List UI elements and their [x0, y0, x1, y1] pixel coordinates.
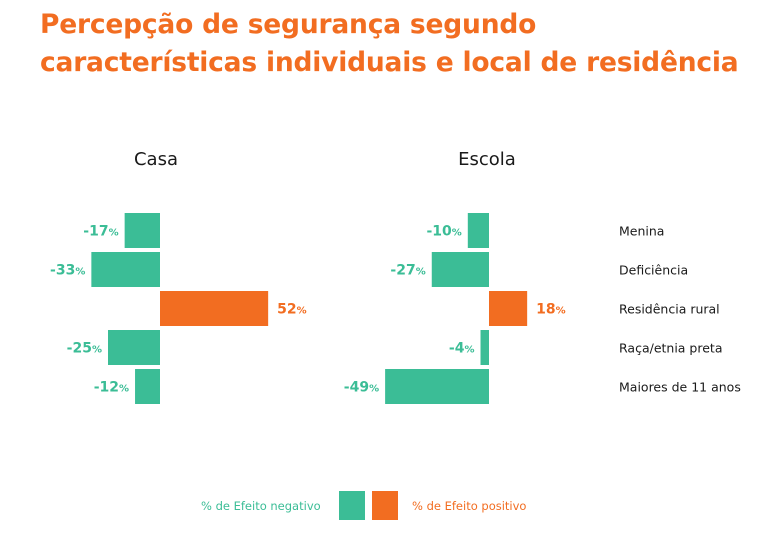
bar-casa-2: [91, 252, 160, 287]
bar-escola-1: [467, 213, 489, 248]
bar-escola-4: [480, 330, 489, 365]
panel-title-casa: Casa: [134, 149, 178, 170]
bar-casa-1: [124, 213, 160, 248]
data-label-escola-3: 18%: [536, 302, 566, 318]
legend-negative-swatch: [339, 491, 365, 520]
panel-title-escola: Escola: [458, 149, 516, 170]
chart-title-line-2: características individuais e local de r…: [40, 47, 739, 78]
data-label-casa-2: -33%: [50, 263, 85, 279]
legend-positive-swatch: [372, 491, 398, 520]
data-label-escola-4: -4%: [449, 341, 475, 357]
category-label-4: Raça/etnia preta: [619, 341, 723, 356]
legend-positive-label: % de Efeito positivo: [412, 499, 527, 513]
data-label-casa-1: -17%: [83, 224, 118, 240]
category-label-2: Deficiência: [619, 263, 688, 278]
data-label-escola-1: -10%: [426, 224, 461, 240]
chart-title: Percepção de segurança segundo caracterí…: [40, 6, 760, 82]
category-label-3: Residência rural: [619, 302, 720, 317]
data-label-casa-4: -25%: [67, 341, 102, 357]
bar-casa-5: [135, 369, 160, 404]
category-label-5: Maiores de 11 anos: [619, 380, 741, 395]
bar-escola-3: [489, 291, 528, 326]
data-label-casa-5: -12%: [94, 380, 129, 396]
category-label-1: Menina: [619, 224, 664, 239]
data-label-escola-2: -27%: [390, 263, 425, 279]
bar-escola-2: [431, 252, 489, 287]
chart-title-line-1: Percepção de segurança segundo: [40, 9, 537, 40]
legend-negative-label: % de Efeito negativo: [201, 499, 321, 513]
data-label-casa-3: 52%: [277, 302, 307, 318]
bar-casa-3: [160, 291, 269, 326]
bar-casa-4: [108, 330, 160, 365]
bar-escola-5: [385, 369, 489, 404]
data-label-escola-5: -49%: [344, 380, 379, 396]
